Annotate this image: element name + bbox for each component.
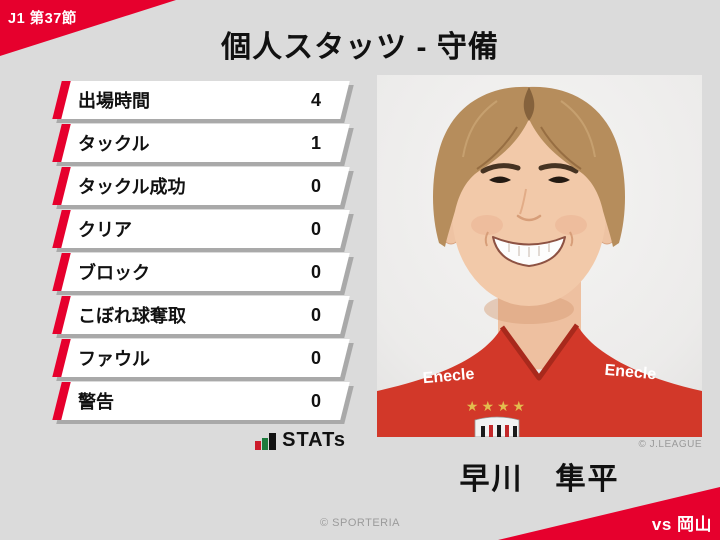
stat-value: 1 — [310, 132, 321, 153]
stats-brand-logo: STATs — [250, 426, 346, 450]
stat-value: 0 — [310, 304, 321, 325]
stat-value: 0 — [310, 175, 321, 196]
smile — [484, 231, 574, 267]
left-eyebrow — [480, 163, 521, 174]
stat-label: 警告 — [78, 392, 114, 412]
jersey-collar — [499, 323, 580, 381]
stat-row-tackles: タックル 1 — [52, 124, 350, 162]
player-photo: Enecle Enecle ★★★★ — [377, 75, 702, 438]
right-eye — [548, 176, 570, 183]
player-name: 早川 隼平 — [459, 463, 620, 496]
stat-value: 0 — [310, 390, 321, 411]
stat-value: 0 — [310, 347, 321, 368]
stat-row-loose-ball-recoveries: こぼれ球奪取 0 — [52, 296, 350, 334]
defense-stats-list: 出場時間 4 タックル 1 タックル成功 0 クリア 0 ブロック 0 こぼれ球… — [52, 81, 350, 425]
stat-row-clearances: クリア 0 — [52, 210, 350, 248]
stat-row-blocks: ブロック 0 — [52, 253, 350, 291]
stat-value: 0 — [310, 261, 321, 282]
stat-value: 4 — [310, 89, 321, 110]
stat-label: タックル — [78, 134, 150, 154]
jersey-sponsor-left: Enecle — [422, 366, 475, 387]
stat-label: こぼれ球奪取 — [78, 306, 186, 326]
player-photo-illustration: Enecle Enecle ★★★★ — [377, 75, 702, 438]
player-face — [433, 86, 625, 306]
stat-label: ファウル — [78, 349, 150, 369]
page-title: 個人スタッツ - 守備 — [221, 31, 499, 64]
stat-row-tackles-won: タックル成功 0 — [52, 167, 350, 205]
stat-row-fouls: ファウル 0 — [52, 339, 350, 377]
stats-brand-label: STATs — [282, 429, 346, 451]
stat-label: 出場時間 — [78, 91, 150, 111]
player-jersey: Enecle Enecle ★★★★ — [377, 323, 702, 438]
photo-credit: © J.LEAGUE — [638, 439, 702, 450]
round-badge-label: J1 第37節 — [8, 11, 77, 27]
club-crest — [474, 416, 520, 438]
stat-row-yellow-cards: 警告 0 — [52, 382, 350, 420]
stat-value: 0 — [310, 218, 321, 239]
stat-row-playing-time: 出場時間 4 — [52, 81, 350, 119]
opponent-label: vs 岡山 — [651, 515, 712, 534]
site-credit: © SPORTERIA — [319, 517, 401, 529]
stat-label: タックル成功 — [78, 177, 186, 197]
right-eyebrow — [538, 163, 579, 174]
hair — [433, 86, 625, 247]
nose — [519, 188, 527, 215]
stat-label: ブロック — [78, 263, 150, 283]
jersey-stars: ★★★★ — [466, 398, 528, 414]
bar-chart-icon — [255, 433, 277, 450]
left-eye — [489, 176, 511, 183]
jersey-sponsor-right: Enecle — [604, 362, 657, 383]
stat-label: クリア — [78, 220, 132, 240]
